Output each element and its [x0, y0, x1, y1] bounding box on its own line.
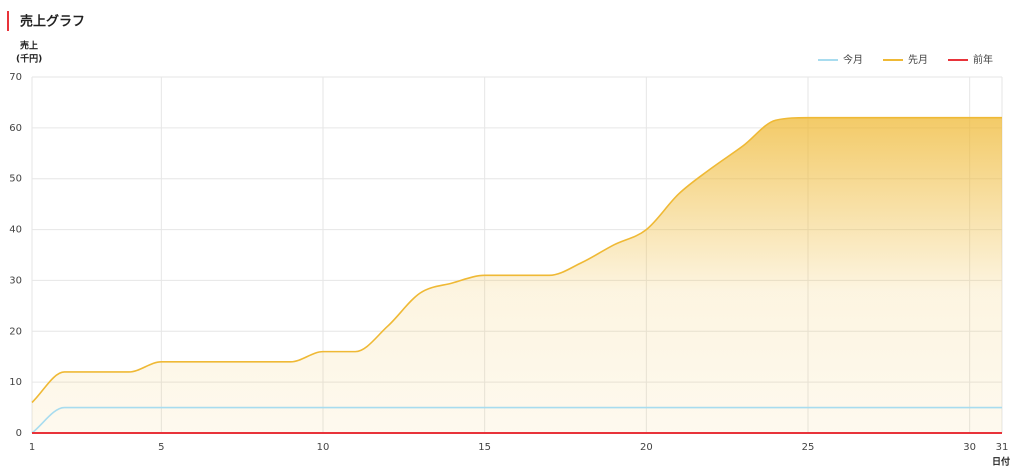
- x-tick-label: 15: [478, 442, 491, 453]
- y-tick-label: 20: [9, 326, 22, 337]
- y-tick-label: 70: [9, 72, 22, 83]
- y-axis-label: (千円): [16, 53, 42, 65]
- y-tick-label: 40: [9, 225, 22, 236]
- chart-title: 売上グラフ: [20, 14, 85, 30]
- line: [31, 406, 1002, 434]
- x-tick-label: 1: [29, 442, 35, 453]
- y-tick-label: 10: [9, 377, 22, 388]
- y-tick-label: 30: [9, 275, 22, 286]
- y-tick-label: 0: [16, 428, 22, 439]
- title-accent: [7, 11, 9, 31]
- y-axis-label: 売上: [20, 40, 38, 52]
- x-tick-label: 5: [158, 442, 164, 453]
- area: [32, 117, 1002, 433]
- legend-label: 今月: [843, 53, 863, 66]
- legend-label: 前年: [973, 53, 993, 66]
- x-tick-label: 25: [802, 442, 815, 453]
- x-axis-label: 日付: [992, 456, 1010, 468]
- y-tick-label: 50: [9, 174, 22, 185]
- line: [31, 116, 1002, 404]
- y-tick-label: 60: [9, 123, 22, 134]
- x-tick-label: 20: [640, 442, 653, 453]
- x-tick-label: 30: [963, 442, 976, 453]
- x-tick-label: 31: [996, 442, 1009, 453]
- legend-label: 先月: [908, 54, 928, 66]
- x-tick-label: 10: [317, 442, 330, 453]
